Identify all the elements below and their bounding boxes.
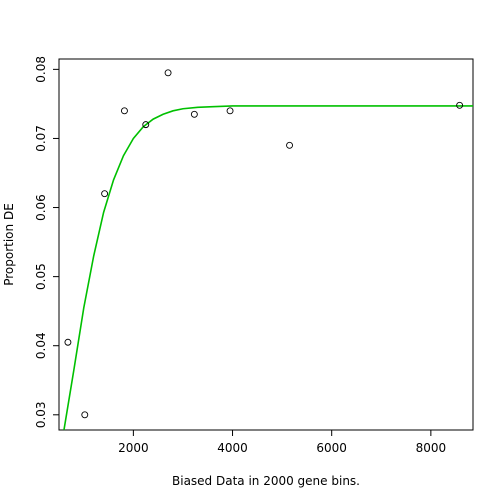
data-point	[286, 141, 294, 149]
x-tick-label: 8000	[416, 441, 447, 455]
plot-frame	[58, 58, 474, 431]
points-layer	[64, 69, 464, 419]
fit-curve	[63, 105, 473, 431]
data-point	[456, 101, 464, 109]
x-tick-label: 2000	[118, 441, 149, 455]
y-axis-title: Proportion DE	[2, 203, 16, 286]
y-tick-label: 0.08	[34, 56, 48, 83]
data-point	[81, 411, 89, 419]
x-tick-label: 4000	[217, 441, 248, 455]
data-point	[142, 121, 150, 129]
y-tick-label: 0.05	[34, 263, 48, 290]
plot-area	[58, 58, 474, 431]
x-axis-title: Biased Data in 2000 gene bins.	[172, 474, 360, 488]
data-point	[101, 190, 109, 198]
y-tick-label: 0.04	[34, 332, 48, 359]
y-tick-label: 0.03	[34, 401, 48, 428]
y-tick-label: 0.07	[34, 125, 48, 152]
x-tick-label: 6000	[316, 441, 347, 455]
data-point	[64, 338, 72, 346]
x-axis: 2000 4000 6000 8000	[118, 430, 446, 455]
data-point	[164, 69, 172, 77]
data-point	[226, 107, 234, 115]
y-axis: 0.03 0.04 0.05 0.06 0.07 0.08	[34, 56, 59, 428]
data-point	[120, 107, 128, 115]
y-tick-label: 0.06	[34, 194, 48, 221]
data-point	[190, 110, 198, 118]
